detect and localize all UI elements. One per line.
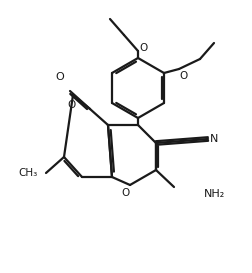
Text: CH₃: CH₃: [19, 168, 38, 178]
Text: NH₂: NH₂: [204, 189, 225, 199]
Text: O: O: [56, 72, 64, 82]
Text: O: O: [67, 100, 75, 110]
Text: O: O: [121, 188, 129, 198]
Text: O: O: [179, 71, 187, 81]
Text: O: O: [140, 43, 148, 53]
Text: N: N: [210, 134, 218, 144]
